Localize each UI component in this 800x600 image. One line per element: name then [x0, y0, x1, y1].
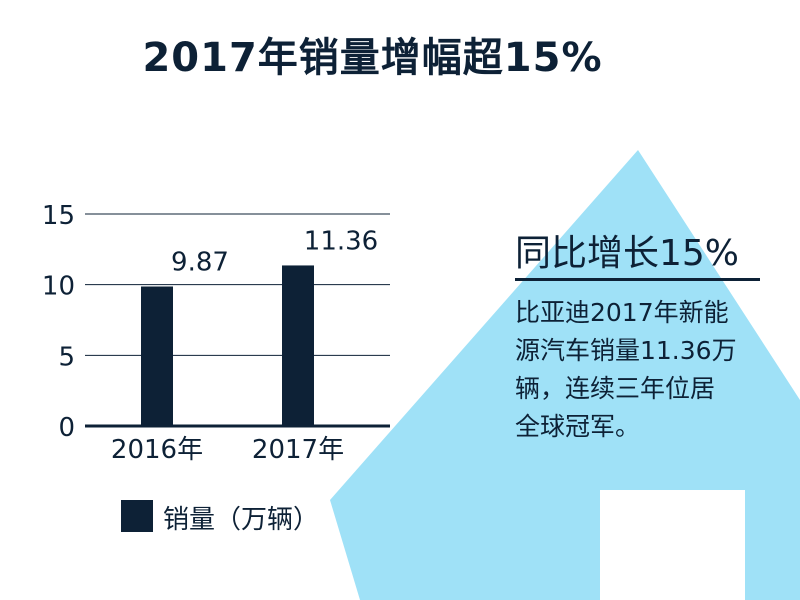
heading-divider — [515, 278, 760, 281]
page-title: 2017年销量增幅超15% — [142, 35, 603, 81]
growth-description: 比亚迪2017年新能 源汽车销量11.36万 辆，连续三年位居 全球冠军。 — [515, 294, 770, 446]
y-tick-label: 15 — [42, 201, 75, 231]
data-label: 11.36 — [304, 226, 378, 256]
x-tick-label: 2016年 — [111, 435, 203, 465]
bar — [282, 265, 314, 426]
data-label: 9.87 — [171, 248, 229, 278]
description-line: 源汽车销量11.36万 — [515, 336, 737, 365]
y-tick-label: 10 — [42, 272, 75, 302]
y-tick-label: 0 — [58, 413, 75, 443]
legend-swatch — [121, 500, 153, 532]
x-tick-label: 2017年 — [252, 435, 344, 465]
description-line: 全球冠军。 — [515, 412, 641, 441]
y-tick-label: 5 — [58, 342, 75, 372]
description-line: 比亚迪2017年新能 — [515, 298, 729, 327]
description-line: 辆，连续三年位居 — [515, 374, 716, 403]
bar — [141, 286, 173, 426]
legend-label: 销量（万辆） — [163, 505, 320, 535]
up-arrow-shape — [330, 150, 800, 600]
growth-heading: 同比增长15% — [515, 233, 740, 274]
